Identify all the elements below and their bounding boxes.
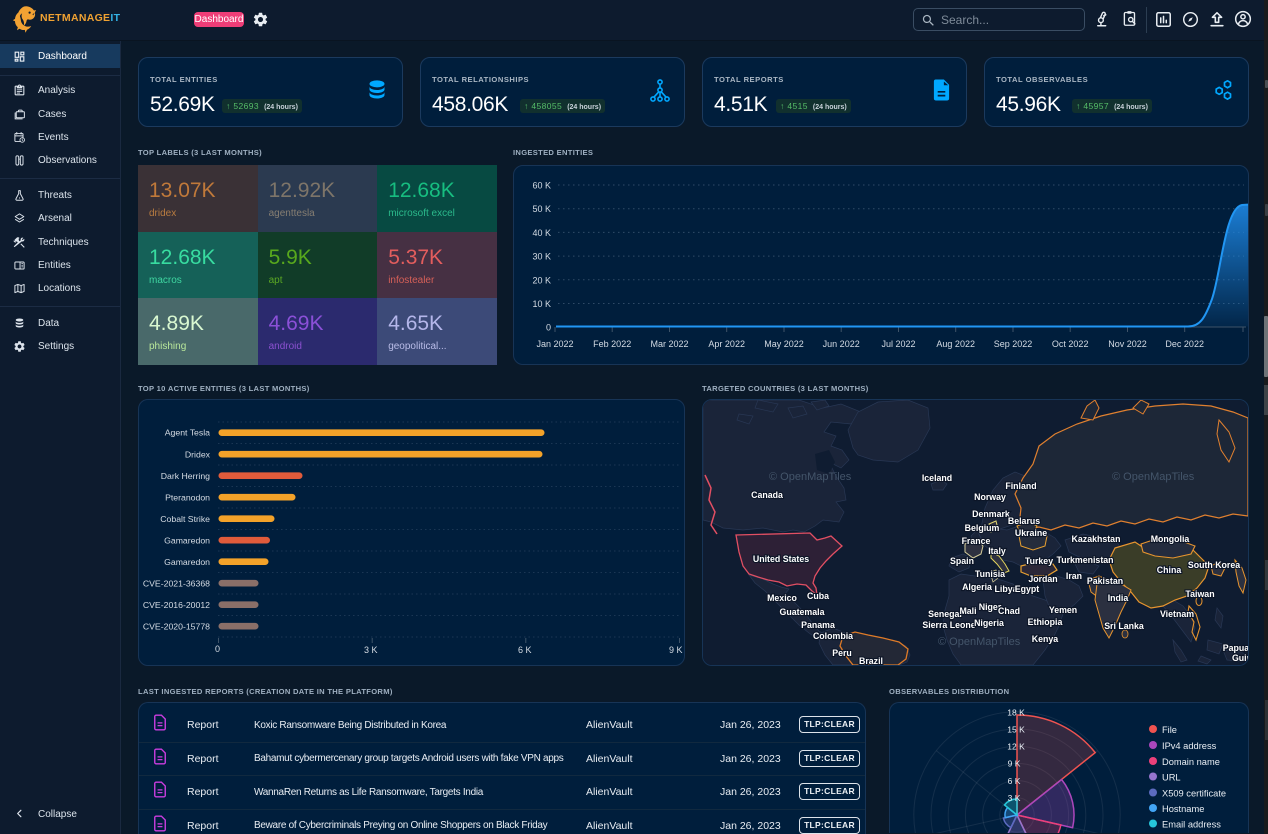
svg-text:Belgium: Belgium (965, 523, 1000, 533)
svg-text:Ukraine: Ukraine (1015, 528, 1047, 538)
svg-text:Norway: Norway (974, 492, 1006, 502)
svg-text:Sri Lanka: Sri Lanka (1104, 621, 1144, 631)
svg-text:Jordan: Jordan (1028, 574, 1057, 584)
svg-text:20 K: 20 K (532, 275, 551, 285)
svg-text:12 K: 12 K (1007, 742, 1025, 752)
svg-text:Senegal: Senegal (928, 609, 962, 619)
svg-text:Guin: Guin (1232, 653, 1248, 663)
svg-text:9 K: 9 K (1008, 759, 1021, 769)
svg-text:File: File (1162, 725, 1177, 735)
svg-text:Agent Tesla: Agent Tesla (165, 428, 210, 438)
svg-text:Mexico: Mexico (767, 593, 797, 603)
svg-text:18 K: 18 K (1007, 708, 1025, 718)
svg-text:China: China (1157, 565, 1182, 575)
svg-text:Italy: Italy (988, 546, 1006, 556)
svg-text:Dec 2022: Dec 2022 (1165, 339, 1204, 349)
svg-text:Finland: Finland (1005, 481, 1036, 491)
svg-text:Vietnam: Vietnam (1160, 609, 1194, 619)
svg-text:50 K: 50 K (532, 204, 551, 214)
svg-text:Brazil: Brazil (859, 656, 883, 665)
svg-text:Guatemala: Guatemala (780, 607, 825, 617)
svg-text:Email address: Email address (1162, 820, 1221, 830)
svg-text:0: 0 (546, 323, 551, 333)
svg-text:Apr 2022: Apr 2022 (708, 339, 745, 349)
svg-text:60 K: 60 K (532, 181, 551, 191)
svg-text:Ethiopia: Ethiopia (1028, 617, 1063, 627)
svg-text:6 K: 6 K (1008, 776, 1021, 786)
svg-text:Kazakhstan: Kazakhstan (1072, 534, 1121, 544)
svg-text:Pakistan: Pakistan (1087, 576, 1123, 586)
svg-text:URL: URL (1162, 773, 1181, 783)
svg-text:30 K: 30 K (532, 252, 551, 262)
svg-text:South Korea: South Korea (1188, 560, 1240, 570)
svg-text:Cobalt Strike: Cobalt Strike (160, 514, 210, 524)
svg-text:9 K: 9 K (669, 645, 683, 655)
svg-text:© OpenMapTiles: © OpenMapTiles (769, 471, 852, 483)
svg-text:CVE-2016-20012: CVE-2016-20012 (143, 600, 210, 610)
svg-text:Sierra Leone: Sierra Leone (922, 620, 975, 630)
svg-text:X509 certificate: X509 certificate (1162, 789, 1226, 799)
svg-text:Iceland: Iceland (922, 473, 952, 483)
svg-text:Colombia: Colombia (813, 631, 853, 641)
svg-text:India: India (1108, 593, 1129, 603)
svg-text:Gamaredon: Gamaredon (164, 536, 210, 546)
svg-text:Belarus: Belarus (1008, 516, 1040, 526)
svg-text:Nigeria: Nigeria (974, 618, 1004, 628)
svg-text:Mali: Mali (959, 606, 976, 616)
svg-text:Tunisia: Tunisia (975, 569, 1005, 579)
svg-text:Kenya: Kenya (1032, 634, 1059, 644)
svg-text:Mongolia: Mongolia (1151, 534, 1190, 544)
svg-text:0: 0 (215, 644, 220, 654)
svg-text:Sep 2022: Sep 2022 (994, 339, 1033, 349)
svg-text:Turkmenistan: Turkmenistan (1056, 555, 1113, 565)
svg-text:Feb 2022: Feb 2022 (593, 339, 631, 349)
svg-text:Jul 2022: Jul 2022 (881, 339, 915, 349)
svg-text:United States: United States (753, 554, 809, 564)
svg-text:Dridex: Dridex (185, 450, 211, 460)
svg-text:3 K: 3 K (1008, 793, 1021, 803)
svg-text:Pteranodon: Pteranodon (165, 493, 210, 503)
svg-text:Jan 2022: Jan 2022 (536, 339, 573, 349)
svg-text:40 K: 40 K (532, 228, 551, 238)
svg-text:Turkey: Turkey (1025, 556, 1053, 566)
svg-text:Nov 2022: Nov 2022 (1108, 339, 1147, 349)
svg-text:France: France (962, 536, 991, 546)
svg-text:Hostname: Hostname (1162, 804, 1204, 814)
svg-text:IPv4 address: IPv4 address (1162, 741, 1217, 751)
svg-text:Canada: Canada (751, 490, 783, 500)
svg-text:CVE-2021-36368: CVE-2021-36368 (143, 579, 210, 589)
svg-text:CVE-2020-15778: CVE-2020-15778 (143, 622, 210, 632)
svg-text:Algeria: Algeria (962, 582, 992, 592)
svg-text:Spain: Spain (950, 556, 974, 566)
svg-text:Domain name: Domain name (1162, 757, 1220, 767)
svg-text:Libya: Libya (995, 584, 1018, 594)
svg-text:Gamaredon: Gamaredon (164, 557, 210, 567)
svg-text:Panama: Panama (801, 620, 835, 630)
svg-text:Egypt: Egypt (1015, 584, 1040, 594)
svg-text:6 K: 6 K (518, 645, 532, 655)
svg-text:Dark Herring: Dark Herring (161, 471, 210, 481)
svg-text:© OpenMapTiles: © OpenMapTiles (1112, 471, 1195, 483)
svg-text:Yemen: Yemen (1049, 605, 1077, 615)
svg-text:Papua: Papua (1223, 643, 1248, 653)
svg-text:Aug 2022: Aug 2022 (936, 339, 975, 349)
svg-text:Oct 2022: Oct 2022 (1052, 339, 1089, 349)
svg-text:Cuba: Cuba (807, 591, 829, 601)
svg-text:3 K: 3 K (364, 645, 378, 655)
svg-text:Iran: Iran (1066, 571, 1082, 581)
svg-text:Jun 2022: Jun 2022 (823, 339, 860, 349)
svg-text:10 K: 10 K (532, 299, 551, 309)
svg-text:May 2022: May 2022 (764, 339, 804, 349)
svg-text:Peru: Peru (832, 648, 852, 658)
svg-text:© OpenMapTiles: © OpenMapTiles (938, 636, 1021, 648)
svg-text:Taiwan: Taiwan (1185, 589, 1214, 599)
svg-text:Mar 2022: Mar 2022 (650, 339, 688, 349)
svg-text:Chad: Chad (998, 606, 1020, 616)
svg-text:Niger: Niger (979, 602, 1002, 612)
svg-text:Denmark: Denmark (972, 509, 1010, 519)
svg-text:15 K: 15 K (1007, 725, 1025, 735)
